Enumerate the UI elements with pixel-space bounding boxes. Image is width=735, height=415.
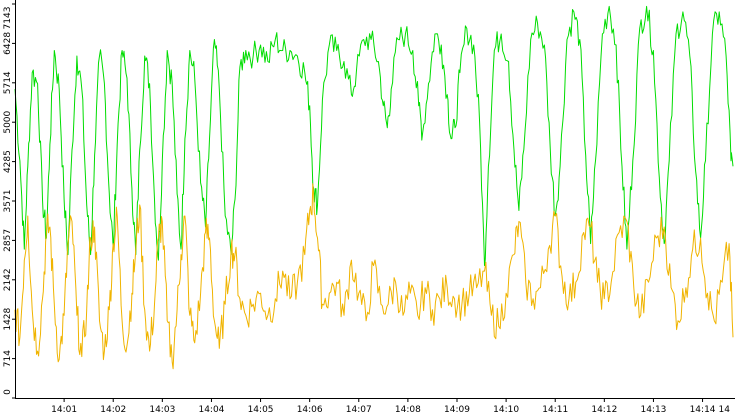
- x-tick-label: 14:14: [690, 405, 716, 415]
- x-tick-label: 14:12: [591, 405, 617, 415]
- x-tick-label: 14:03: [149, 405, 175, 415]
- y-tick-label: 6428: [3, 32, 13, 55]
- y-tick-label: 4285: [3, 150, 13, 173]
- series-line-1: [14, 5, 734, 267]
- series-line-2: [14, 183, 734, 370]
- y-tick-label: 7143: [3, 7, 13, 30]
- y-tick-label: 2142: [3, 268, 13, 291]
- y-tick-label: 714: [3, 350, 13, 367]
- y-tick-label: 5000: [3, 110, 13, 133]
- x-tick-label: 14:08: [395, 405, 421, 415]
- y-tick-label: 5714: [3, 71, 13, 94]
- y-axis-ticks: 0 714 1428 2142 2857 3571 4285 5000 5714 6428 7143: [3, 3, 15, 399]
- x-tick-label: 14:04: [198, 405, 224, 415]
- y-tick-label: 2857: [3, 229, 13, 252]
- y-tick-label: 1428: [3, 307, 13, 330]
- x-tick-label: 14:01: [51, 405, 77, 415]
- x-tick-label: 14:10: [493, 405, 519, 415]
- x-tick-label: 14:11: [542, 405, 568, 415]
- series-layer: [14, 5, 734, 370]
- x-tick-label: 14: [719, 405, 731, 415]
- x-tick-label: 14:09: [444, 405, 470, 415]
- y-tick-label: 3571: [3, 190, 13, 213]
- x-tick-label: 14:02: [100, 405, 126, 415]
- x-tick-label: 14:06: [297, 405, 323, 415]
- x-axis-ticks: 14:01 14:02 14:03 14:04 14:05 14:06 14:07 14:08…: [51, 398, 731, 415]
- x-tick-label: 14:07: [346, 405, 372, 415]
- y-tick-label: 0: [3, 389, 13, 395]
- x-tick-label: 14:05: [248, 405, 274, 415]
- x-tick-label: 14:13: [640, 405, 666, 415]
